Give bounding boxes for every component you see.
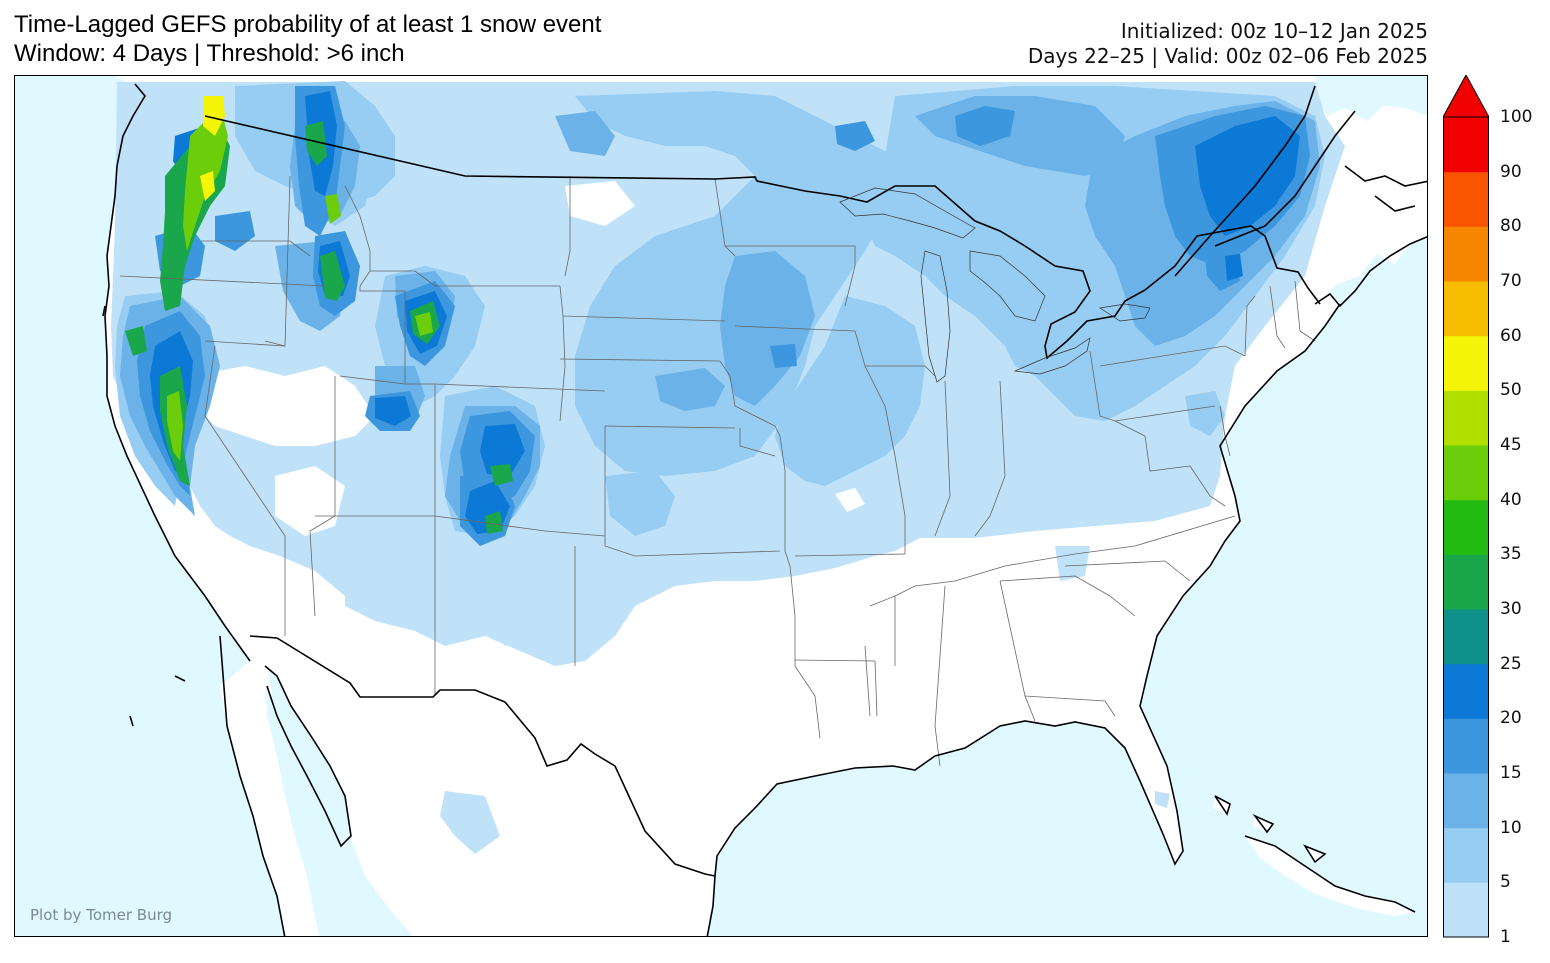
colorbar-frame xyxy=(1443,116,1489,938)
colorbar-band xyxy=(1443,663,1489,719)
colorbar-tick-label: 1 xyxy=(1500,927,1511,947)
colorbar-tick-label: 70 xyxy=(1500,271,1522,291)
state-borders xyxy=(119,175,1316,767)
map-subtitle: Window: 4 Days | Threshold: >6 inch xyxy=(14,40,405,67)
colorbar-band xyxy=(1443,609,1489,665)
great-lakes-outline xyxy=(839,187,1151,383)
national-borders xyxy=(102,83,1427,936)
colorbar-band xyxy=(1443,554,1489,610)
colorbar-tick-label: 90 xyxy=(1500,161,1522,182)
colorbar-tick-label: 60 xyxy=(1500,325,1522,346)
prob-layer-45-55 xyxy=(200,96,225,201)
colorbar xyxy=(1443,75,1489,938)
colorbar-band xyxy=(1443,390,1489,446)
colorbar-tick-label: 25 xyxy=(1500,653,1522,674)
colorbar-tick-label: 50 xyxy=(1500,380,1522,401)
colorbar-tick-label: 10 xyxy=(1500,817,1522,838)
gulf-of-california xyxy=(267,668,351,846)
prob-layer-clear xyxy=(190,181,865,536)
colorbar-tick-label: 45 xyxy=(1500,435,1522,455)
mexico-land xyxy=(220,638,715,936)
colorbar-tick-label: 40 xyxy=(1500,489,1522,510)
colorbar-band xyxy=(1443,226,1489,282)
colorbar-band xyxy=(1443,445,1489,501)
colorbar-tick-label: 15 xyxy=(1500,763,1522,783)
colorbar-band xyxy=(1443,335,1489,391)
colorbar-tick-label: 20 xyxy=(1500,708,1522,729)
colorbar-band xyxy=(1443,718,1489,774)
colorbar-band xyxy=(1443,882,1489,938)
cuba-land xyxy=(1245,836,1415,916)
colorbar-tick-label: 35 xyxy=(1500,544,1522,565)
map-title: Time-Lagged GEFS probability of at least… xyxy=(14,11,602,38)
colorbar-extend-arrow xyxy=(1443,75,1489,118)
colorbar-band xyxy=(1443,773,1489,829)
colorbar-tick-label: 5 xyxy=(1500,872,1511,893)
snow-probability-map xyxy=(14,75,1428,937)
colorbar-tick-label: 30 xyxy=(1500,599,1522,619)
colorbar-band xyxy=(1443,281,1489,337)
colorbar-tick-label: 100 xyxy=(1500,107,1533,127)
initialized-label: Initialized: 00z 10–12 Jan 2025 xyxy=(1120,19,1428,43)
colorbar-band xyxy=(1443,499,1489,555)
colorbar-band xyxy=(1443,117,1489,173)
plot-credit: Plot by Tomer Burg xyxy=(30,906,172,924)
colorbar-band xyxy=(1443,171,1489,227)
colorbar-tick-label: 80 xyxy=(1500,216,1522,237)
valid-label: Days 22–25 | Valid: 00z 02–06 Feb 2025 xyxy=(1027,44,1428,68)
colorbar-band xyxy=(1443,827,1489,883)
